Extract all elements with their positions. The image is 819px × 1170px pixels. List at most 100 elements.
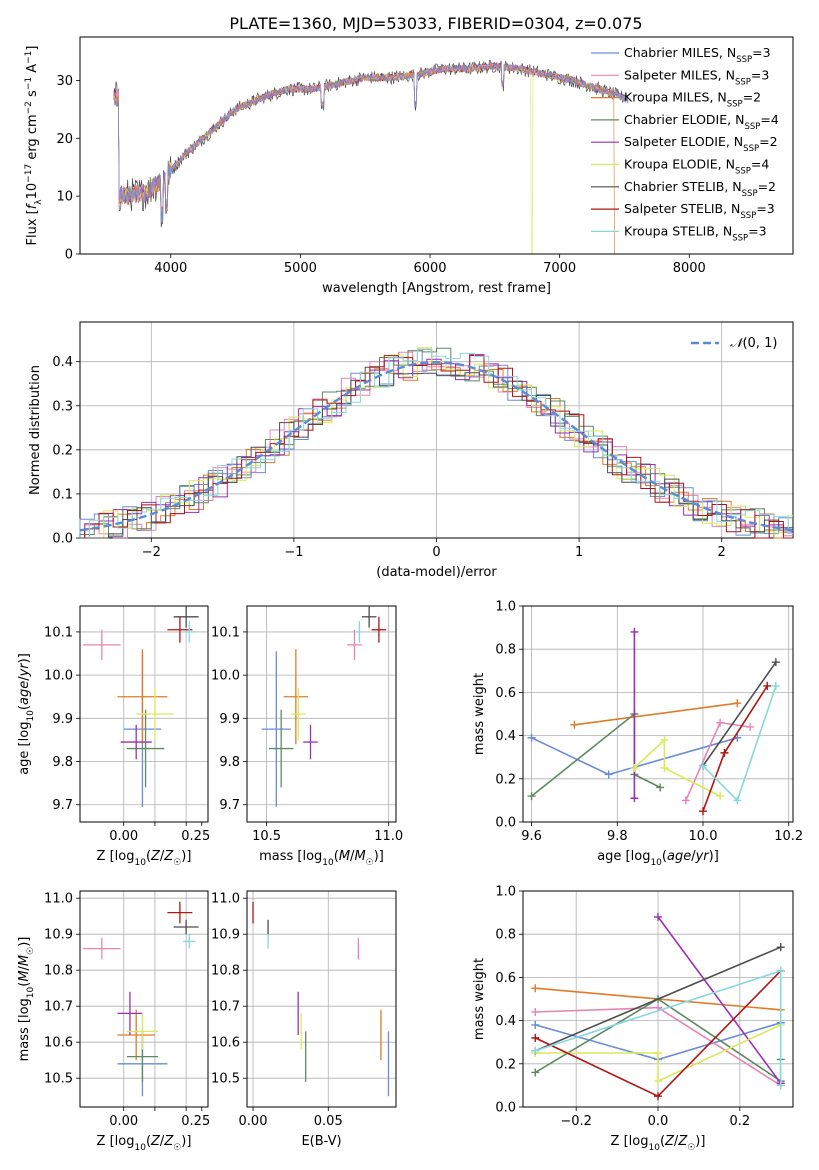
legend-label-text: (0, 1): [742, 336, 777, 351]
weight-marker-kroupa-elodie: [660, 735, 669, 744]
x-axis-label-part: wavelength [Angstrom, rest frame]: [322, 281, 551, 296]
histogram-salpeter-stelib: [84, 355, 793, 539]
x-axis-label-part: ☉: [687, 1143, 695, 1153]
x-tick-label: 0.25: [181, 1114, 210, 1129]
legend-label-subscript: SSP: [727, 100, 743, 110]
x-axis-label-part: Z: [150, 1134, 161, 1149]
y-tick-label: 1.0: [495, 885, 516, 900]
legend-label-suffix: =3: [748, 223, 766, 238]
x-tick-label: −0.2: [560, 1114, 592, 1129]
weight-marker-salpeter-stelib: [654, 1092, 662, 1101]
weight-marker-salpeter-miles: [716, 718, 725, 727]
x-tick-label: 10.2: [774, 829, 803, 844]
spectrum-panel: 4000 5000 6000 7000 8000 0 10 20 30 wavelength [A…: [24, 36, 794, 296]
weight-line-chabrier-stelib: [534, 946, 782, 1052]
x-tick-label: 2: [718, 545, 726, 560]
y-tick-label: 0.0: [52, 532, 73, 547]
legend-label-kroupa-elodie: Kroupa ELODIE, NSSP=4: [624, 157, 769, 177]
legend-label-kroupa-miles: Kroupa MILES, NSSP=2: [624, 90, 761, 110]
axes-frame: [522, 605, 794, 823]
legend-label-text: Chabrier MILES, N: [624, 45, 736, 60]
x-axis-label-part: /: [350, 849, 355, 864]
axes-frame: [79, 890, 209, 1108]
legend-label-text: Salpeter STELIB, N: [624, 201, 740, 216]
weight-marker-salpeter-elodie: [654, 912, 662, 921]
y-axis-label-part: ☉: [26, 947, 36, 955]
y-axis-label-part: mass weight: [472, 673, 487, 755]
x-tick-label: 5000: [284, 261, 317, 276]
y-tick-label: 10.1: [211, 625, 240, 640]
x-axis-label: mass [log10(M/M☉)]: [259, 849, 384, 868]
x-tick-label: 7000: [543, 261, 576, 276]
spectrum-line-chabrier-elodie: [113, 62, 628, 224]
y-axis-label-part: λ: [34, 199, 44, 205]
x-tick-label: 11.0: [374, 829, 403, 844]
x-tick-label: 9.8: [607, 829, 628, 844]
y-axis-label-part: yr: [17, 662, 32, 678]
axes-frame: [79, 605, 209, 823]
weight-marker-kroupa-stelib: [776, 966, 785, 975]
y-tick-label: 1.0: [495, 600, 516, 615]
y-axis-label-part: erg cm: [25, 114, 40, 163]
legend-label-text: Chabrier ELODIE, N: [624, 112, 744, 127]
weight-line-kroupa-miles: [574, 702, 738, 726]
x-axis-label-part: )]: [709, 849, 719, 864]
y-tick-label: 0.4: [495, 1014, 516, 1029]
legend-label-chabrier-miles: Chabrier MILES, NSSP=3: [624, 45, 771, 65]
legend-label-normal: 𝒩(0, 1): [730, 336, 777, 351]
x-axis-label-part: mass [log: [259, 849, 322, 864]
x-axis-label-part: (data-model)/error: [376, 565, 497, 580]
y-tick-label: 10.6: [211, 1036, 240, 1051]
y-axis-label-part: A: [25, 64, 40, 77]
x-axis-label-part: Z: [163, 849, 174, 864]
weight-marker-salpeter-stelib: [720, 748, 729, 757]
legend-label-salpeter-elodie: Salpeter ELODIE, NSSP=2: [624, 134, 778, 154]
weight-marker-salpeter-elodie: [630, 627, 639, 636]
y-axis-label-part: −2: [24, 101, 34, 114]
y-axis-label-part: age: [17, 681, 32, 705]
massweight-vs-metallicity-panel: −0.2 0.0 0.20.00.20.40.60.81.0Z [log10(Z/Z…: [472, 885, 794, 1153]
y-axis-label-part: mass weight: [472, 958, 487, 1040]
x-tick-label: 10.5: [252, 829, 281, 844]
y-tick-label: 10.8: [44, 964, 73, 979]
histogram-kroupa-miles: [88, 348, 793, 539]
x-axis-label-part: Z: [163, 1134, 174, 1149]
y-tick-label: 0.6: [495, 971, 516, 986]
legend-label-text: Kroupa MILES, N: [624, 90, 727, 105]
histogram-salpeter-miles: [84, 351, 793, 539]
y-tick-label: 11.0: [44, 892, 73, 907]
y-tick-label: 9.8: [52, 755, 73, 770]
legend-label-subscript: SSP: [740, 211, 756, 221]
legend-label-salpeter-miles: Salpeter MILES, NSSP=3: [624, 67, 769, 87]
x-tick-label: 1: [575, 545, 583, 560]
y-axis-label-part: age [log: [17, 722, 32, 775]
axes-frame: [246, 890, 397, 1108]
axes-frame: [522, 890, 794, 1108]
weight-marker-kroupa-elodie: [654, 1049, 662, 1057]
normal-reference-curve: [79, 360, 794, 532]
y-axis-label: mass [log10(M/M☉)]: [17, 937, 36, 1062]
y-axis-label-part: Normed distribution: [28, 365, 43, 495]
y-axis-label: Flux [fλ10−17 erg cm−2 s−1 A−1]: [24, 46, 44, 246]
legend-label-text: Chabrier STELIB, N: [624, 179, 742, 194]
x-axis-label-part: Z [log: [611, 1134, 649, 1149]
y-tick-label: 10.7: [44, 1000, 73, 1015]
x-axis-label-part: Z: [677, 1134, 688, 1149]
legend-label-text: Salpeter ELODIE, N: [624, 134, 743, 149]
y-axis-label: mass weight: [472, 673, 487, 755]
weight-marker-kroupa-elodie: [660, 764, 669, 772]
x-axis-label-part: M: [354, 849, 365, 864]
y-tick-label: 9.8: [219, 755, 240, 770]
y-tick-label: 30: [56, 74, 73, 89]
weight-marker-salpeter-miles: [531, 1007, 540, 1016]
weight-line-salpeter-elodie: [657, 916, 782, 1084]
x-axis-label-part: age [log: [597, 849, 650, 864]
y-axis-label-part: −17: [24, 164, 34, 183]
weight-marker-salpeter-miles: [681, 796, 690, 805]
weight-marker-chabrier-stelib: [771, 658, 780, 667]
x-axis-label-part: Z: [664, 1134, 675, 1149]
legend-label-suffix: =3: [751, 67, 769, 82]
histogram-kroupa-stelib: [88, 348, 793, 538]
